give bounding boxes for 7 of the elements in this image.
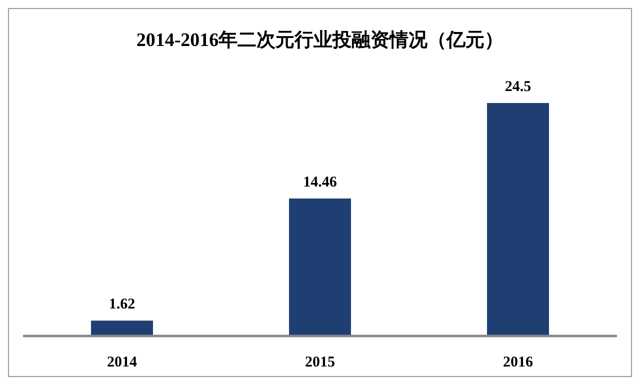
data-label: 1.62	[108, 296, 136, 313]
x-tick-label: 2016	[503, 354, 534, 371]
data-label: 24.5	[504, 79, 532, 95]
x-tick-label: 2014	[107, 354, 138, 371]
x-tick-label: 2015	[305, 354, 335, 371]
data-label: 14.46	[303, 174, 338, 190]
chart-title: 2014-2016年二次元行业投融资情况（亿元）	[135, 29, 505, 53]
